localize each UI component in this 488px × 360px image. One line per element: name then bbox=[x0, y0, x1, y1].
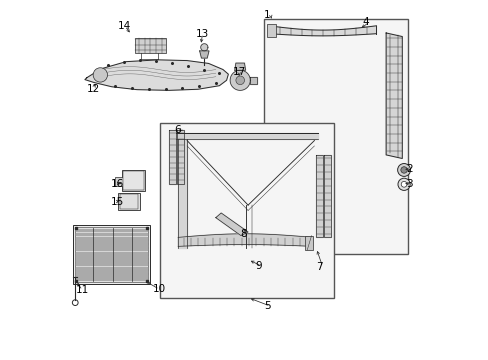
Bar bbox=[118, 193, 140, 211]
Bar bbox=[120, 194, 138, 209]
Text: 16: 16 bbox=[110, 179, 124, 189]
Circle shape bbox=[235, 76, 244, 85]
Polygon shape bbox=[324, 155, 330, 237]
Polygon shape bbox=[199, 51, 208, 58]
Text: 1: 1 bbox=[264, 10, 270, 20]
Polygon shape bbox=[178, 234, 312, 246]
Bar bbox=[75, 227, 148, 282]
Polygon shape bbox=[386, 33, 402, 158]
Text: 4: 4 bbox=[362, 17, 369, 27]
Bar bbox=[305, 235, 313, 250]
Polygon shape bbox=[234, 63, 245, 70]
Text: 7: 7 bbox=[316, 262, 322, 272]
Text: 17: 17 bbox=[232, 67, 245, 77]
Polygon shape bbox=[169, 130, 176, 184]
Polygon shape bbox=[85, 60, 228, 90]
Text: 12: 12 bbox=[86, 84, 100, 94]
Text: 10: 10 bbox=[153, 284, 166, 294]
Text: 6: 6 bbox=[174, 125, 181, 135]
Polygon shape bbox=[215, 213, 247, 235]
Bar bbox=[122, 170, 145, 192]
Text: 8: 8 bbox=[239, 229, 246, 239]
Bar bbox=[123, 171, 143, 190]
Text: 5: 5 bbox=[264, 301, 270, 311]
Text: 13: 13 bbox=[196, 29, 209, 39]
Bar bbox=[73, 225, 150, 284]
Polygon shape bbox=[316, 155, 323, 237]
Text: 2: 2 bbox=[405, 164, 412, 174]
Polygon shape bbox=[230, 70, 250, 90]
Circle shape bbox=[397, 163, 410, 176]
Bar bbox=[135, 38, 165, 53]
Circle shape bbox=[93, 68, 107, 82]
Text: 3: 3 bbox=[405, 179, 412, 189]
Text: 15: 15 bbox=[110, 197, 124, 207]
Polygon shape bbox=[250, 77, 257, 84]
Circle shape bbox=[400, 167, 407, 173]
Polygon shape bbox=[268, 26, 376, 36]
Text: 11: 11 bbox=[76, 285, 89, 296]
Bar bbox=[115, 177, 122, 186]
Bar bbox=[264, 19, 407, 253]
Text: 14: 14 bbox=[118, 21, 131, 31]
Bar bbox=[266, 24, 275, 37]
Circle shape bbox=[400, 181, 406, 187]
Polygon shape bbox=[201, 44, 207, 51]
Circle shape bbox=[397, 178, 409, 190]
Text: 9: 9 bbox=[255, 261, 262, 271]
Bar bbox=[160, 123, 333, 298]
Polygon shape bbox=[177, 130, 184, 184]
